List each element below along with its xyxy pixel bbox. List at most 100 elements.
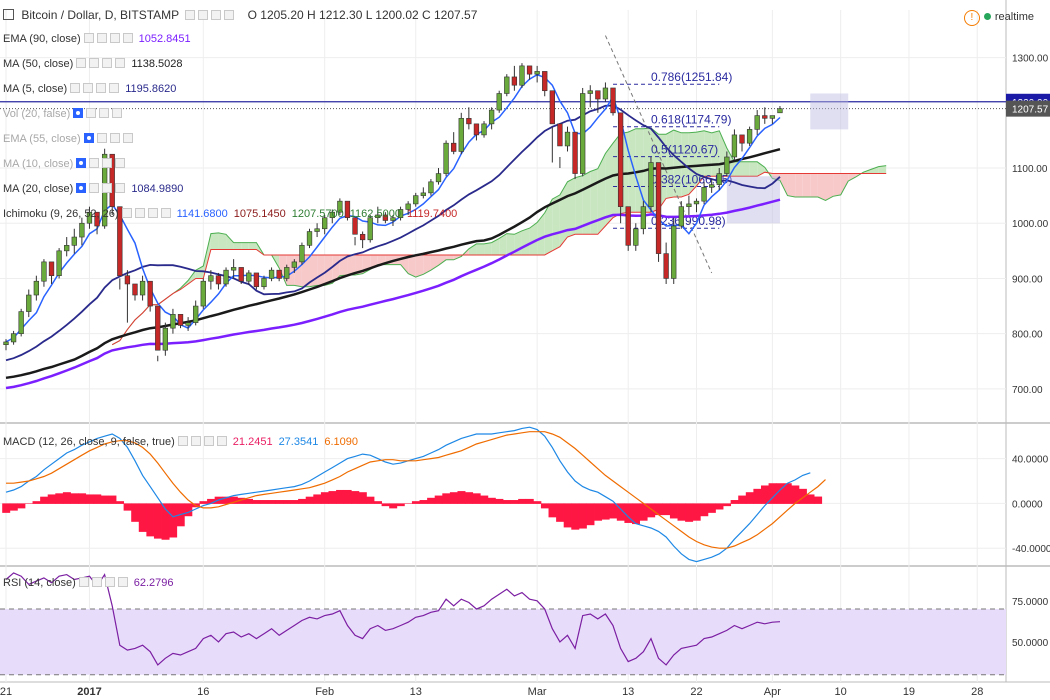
hide-icon[interactable] <box>198 10 209 20</box>
candle-body <box>534 71 540 75</box>
hide-icon[interactable] <box>134 208 145 218</box>
add-icon[interactable] <box>102 183 113 193</box>
hide-icon[interactable] <box>190 436 201 446</box>
macd-histogram-bar <box>237 497 246 504</box>
warning-icon[interactable]: ! <box>963 10 980 26</box>
legend-ema[interactable]: EMA (90, close) 1052.8451 <box>3 32 191 46</box>
close-icon[interactable] <box>122 33 133 43</box>
ichimoku-cloud <box>195 266 204 279</box>
macd-histogram-bar <box>586 503 595 526</box>
legend-vol[interactable]: Vol (20, false) <box>3 107 123 121</box>
hide-icon[interactable] <box>89 58 100 68</box>
symbol-menu-icon[interactable] <box>3 9 14 20</box>
add-icon[interactable] <box>104 577 115 587</box>
candle-body <box>504 76 510 94</box>
ichimoku-cloud <box>673 130 682 198</box>
add-icon[interactable] <box>109 133 120 143</box>
macd-histogram-bar <box>374 501 382 504</box>
macd-histogram-bar <box>434 495 443 504</box>
ichimoku-cloud <box>468 243 477 255</box>
macd-histogram-bar <box>548 503 557 518</box>
hide-icon[interactable] <box>89 183 100 193</box>
macd-histogram-bar <box>245 498 254 504</box>
macd-histogram-bar <box>17 503 26 509</box>
legend-ma[interactable]: MA (10, close) <box>3 157 126 171</box>
close-icon[interactable] <box>115 58 126 68</box>
ichimoku-cloud <box>529 222 538 255</box>
ichimoku-cloud <box>840 173 849 195</box>
settings-icon[interactable] <box>177 436 188 446</box>
close-icon[interactable] <box>122 133 133 143</box>
hide-icon[interactable] <box>86 108 97 118</box>
add-icon[interactable] <box>203 436 214 446</box>
close-icon[interactable] <box>117 577 128 587</box>
settings-icon[interactable] <box>76 183 87 193</box>
candle-body <box>633 228 639 246</box>
hide-icon[interactable] <box>96 133 107 143</box>
close-icon[interactable] <box>115 158 126 168</box>
close-icon[interactable] <box>160 208 171 218</box>
ohlc-values: O 1205.20 H 1212.30 L 1200.02 C 1207.57 <box>247 8 478 22</box>
settings-icon[interactable] <box>83 133 94 143</box>
candle-body <box>663 253 669 279</box>
macd-histogram-bar <box>442 493 451 504</box>
fib-level-label: 0.786(1251.84) <box>651 70 732 84</box>
settings-icon[interactable] <box>76 58 87 68</box>
hide-icon[interactable] <box>91 577 102 587</box>
settings-icon[interactable] <box>76 158 87 168</box>
hide-icon[interactable] <box>96 33 107 43</box>
legend-value: 1075.1450 <box>233 208 286 220</box>
rsi-band <box>0 609 1006 675</box>
macd-histogram-bar <box>328 491 337 504</box>
chart-header: Bitcoin / Dollar, D, BITSTAMP O 1205.20 … <box>3 8 477 22</box>
close-icon[interactable] <box>112 108 123 118</box>
settings-icon[interactable] <box>78 577 89 587</box>
hide-icon[interactable] <box>89 158 100 168</box>
add-icon[interactable] <box>109 33 120 43</box>
ichimoku-cloud <box>233 242 242 250</box>
add-icon[interactable] <box>96 83 107 93</box>
macd-histogram-bar <box>267 500 276 504</box>
ichimoku-cloud <box>802 173 811 198</box>
macd-signal-line <box>6 431 826 549</box>
ichimoku-cloud <box>491 238 500 255</box>
live-dot-icon <box>983 13 991 20</box>
legend-value: 27.3541 <box>278 436 319 448</box>
settings-icon[interactable] <box>70 83 81 93</box>
settings-icon[interactable] <box>83 33 94 43</box>
settings-icon[interactable] <box>121 208 132 218</box>
macd-histogram-bar <box>639 503 648 521</box>
legend-ichimoku[interactable]: Ichimoku (9, 26, 52, 26) 1141.6800 1075.14… <box>3 207 457 221</box>
settings-icon[interactable] <box>185 10 196 20</box>
legend-ma[interactable]: MA (20, close) 1084.9890 <box>3 182 183 196</box>
close-icon[interactable] <box>115 183 126 193</box>
close-icon[interactable] <box>224 10 235 20</box>
candle-body <box>33 280 40 296</box>
close-icon[interactable] <box>216 436 227 446</box>
settings-icon[interactable] <box>73 108 84 118</box>
legend-ma[interactable]: MA (5, close) 1195.8620 <box>3 82 176 96</box>
add-icon[interactable] <box>211 10 222 20</box>
candle-body <box>648 162 654 207</box>
close-icon[interactable] <box>109 83 120 93</box>
add-icon[interactable] <box>102 58 113 68</box>
add-icon[interactable] <box>147 208 158 218</box>
candle-body <box>481 123 487 136</box>
hide-icon[interactable] <box>83 83 94 93</box>
add-icon[interactable] <box>102 158 113 168</box>
candle-body <box>193 305 199 323</box>
macd-histogram-bar <box>472 493 481 504</box>
macd-histogram-bar <box>320 492 329 504</box>
candle-body <box>724 156 730 174</box>
symbol-title[interactable]: Bitcoin / Dollar, D, BITSTAMP <box>21 8 179 22</box>
candle-body <box>746 129 753 144</box>
ichimoku-cloud <box>355 254 363 275</box>
add-icon[interactable] <box>99 108 110 118</box>
candle-body <box>420 192 426 196</box>
candle-body <box>344 200 351 219</box>
candle-body <box>602 87 609 100</box>
legend-ema[interactable]: EMA (55, close) <box>3 132 133 146</box>
macd-histogram-bar <box>685 503 694 522</box>
legend-ma[interactable]: MA (50, close) 1138.5028 <box>3 57 183 71</box>
